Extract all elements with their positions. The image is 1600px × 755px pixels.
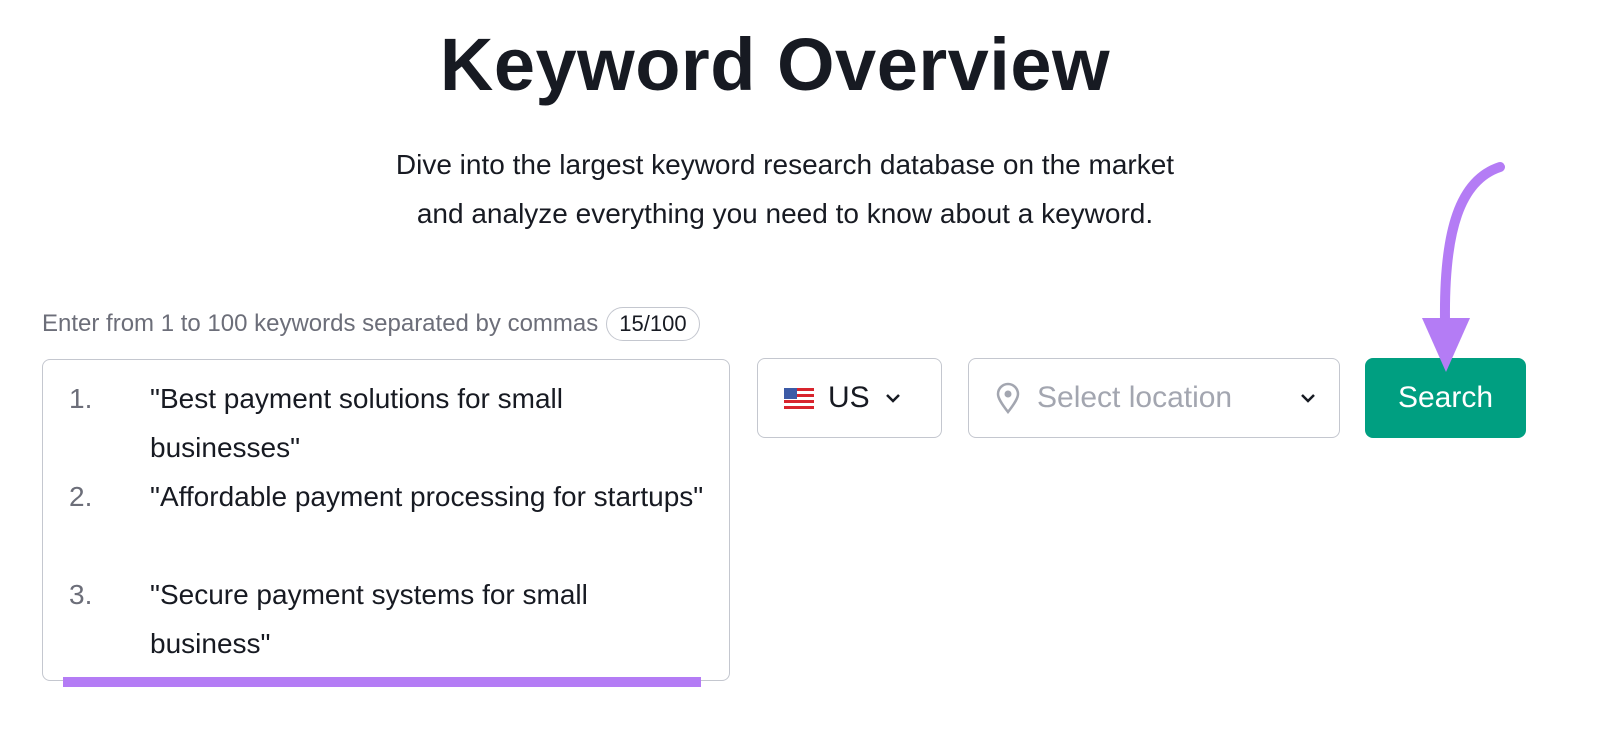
location-placeholder: Select location: [1037, 381, 1233, 414]
us-flag-icon: [784, 387, 814, 409]
item-text: "Best payment solutions for small busine…: [150, 383, 563, 463]
item-text: "Affordable payment processing for start…: [150, 481, 704, 512]
page-subtitle: Dive into the largest keyword research d…: [0, 140, 1570, 238]
subtitle-line: Dive into the largest keyword research d…: [395, 149, 1175, 180]
location-select[interactable]: Select location: [968, 358, 1340, 438]
highlight-underline: [63, 677, 701, 687]
keywords-input[interactable]: 1. "Best payment solutions for small bus…: [42, 359, 730, 681]
page-title: Keyword Overview: [439, 23, 1111, 106]
database-value: US: [828, 381, 870, 414]
chevron-down-icon: [1301, 394, 1315, 403]
item-number: 1.: [69, 383, 93, 414]
item-number: 3.: [69, 579, 93, 610]
annotation-arrow-icon: [1422, 162, 1505, 372]
search-button[interactable]: Search: [1365, 358, 1526, 438]
keywords-label-text: Enter from 1 to 100 keywords separated b…: [42, 310, 599, 337]
item-number: 2.: [69, 481, 93, 512]
chevron-down-icon: [885, 394, 900, 403]
map-pin-icon: [996, 382, 1020, 414]
subtitle-line: and analyze everything you need to know …: [416, 198, 1154, 229]
keyword-count-badge: 15/100: [606, 307, 700, 341]
item-text: "Secure payment systems for small busine…: [150, 579, 588, 659]
database-select[interactable]: US: [757, 358, 942, 438]
keywords-label: Enter from 1 to 100 keywords separated b…: [42, 307, 700, 341]
